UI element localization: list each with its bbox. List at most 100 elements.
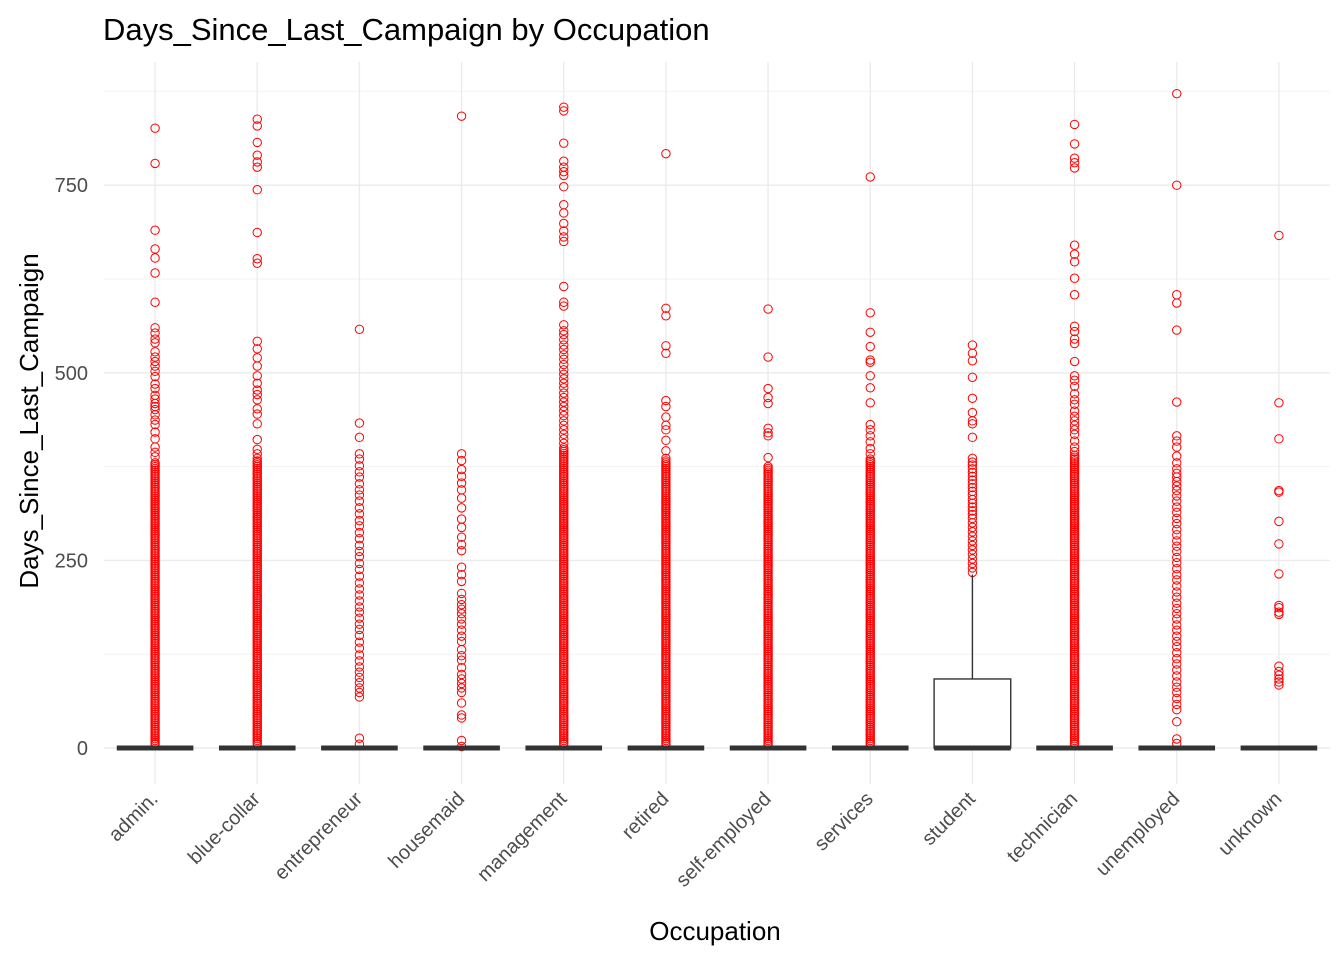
outlier-point [559, 156, 569, 166]
outlier-point [354, 607, 365, 617]
outlier-point [1274, 602, 1284, 613]
chart-title: Days_Since_Last_Campaign by Occupation [103, 12, 710, 47]
outlier-point [354, 503, 365, 513]
outlier-point [1172, 541, 1182, 551]
outlier-point [661, 425, 671, 435]
outlier-point [967, 457, 978, 467]
outlier-point [1172, 647, 1182, 658]
outlier-point [1069, 381, 1080, 392]
outlier-point [865, 383, 875, 393]
outlier-point [150, 419, 160, 430]
outlier-point [559, 443, 569, 453]
outlier-point [456, 594, 467, 605]
outlier-point [1069, 163, 1080, 173]
outlier-point [150, 338, 160, 348]
outlier-point [252, 456, 262, 466]
outlier-point [661, 401, 671, 412]
outlier-point [354, 619, 365, 629]
outlier-point [1069, 157, 1080, 168]
outlier-point [354, 324, 365, 334]
outlier-point [1274, 674, 1284, 684]
outlier-point [354, 672, 365, 683]
outlier-point [559, 350, 569, 360]
outlier-point [967, 531, 978, 542]
outlier-point [150, 323, 160, 333]
outlier-point [559, 138, 569, 148]
outlier-point [1172, 518, 1182, 529]
outlier-point [967, 356, 978, 366]
outlier-point [1172, 587, 1182, 597]
outlier-point [559, 406, 569, 416]
outlier-point [1274, 661, 1284, 671]
outlier-point [456, 545, 467, 556]
outlier-point [1172, 575, 1182, 585]
outlier-point [252, 449, 262, 459]
outlier-point [252, 121, 262, 131]
outlier-point [661, 446, 671, 456]
outlier-point [967, 563, 978, 573]
outlier-point [150, 123, 160, 133]
outlier-point [150, 352, 160, 362]
outlier-point [1274, 680, 1284, 690]
outlier-point [354, 678, 365, 688]
outlier-point [1172, 687, 1182, 698]
outlier-point [559, 102, 569, 112]
outlier-point [252, 434, 262, 445]
outlier-point [763, 398, 773, 409]
outlier-point [150, 404, 160, 415]
outlier-point [1069, 257, 1080, 267]
outlier-point [1274, 230, 1284, 241]
x-tick-label: services [810, 788, 877, 855]
outlier-point [354, 564, 365, 575]
outlier-point [865, 454, 875, 464]
outlier-point [456, 539, 467, 550]
outlier-point [661, 456, 671, 466]
outlier-point [559, 365, 569, 375]
outlier-point [967, 471, 978, 482]
outlier-point [967, 432, 978, 443]
outlier-point [252, 453, 262, 464]
outlier-point [354, 667, 365, 677]
outlier-point [763, 304, 773, 314]
outlier-point [661, 348, 671, 358]
outlier-point [1172, 502, 1182, 512]
x-tick-label: self-employed [672, 788, 776, 892]
outlier-point [1172, 581, 1182, 591]
outlier-point [1069, 273, 1080, 283]
outlier-point [967, 518, 978, 528]
outlier-point [865, 431, 875, 441]
outlier-point [150, 158, 160, 169]
outlier-point [150, 383, 160, 394]
outlier-point [1274, 398, 1284, 408]
outlier-point [150, 410, 160, 420]
outlier-point [150, 458, 160, 468]
outlier-point [1172, 682, 1182, 692]
outlier-point [559, 388, 569, 398]
outlier-point [1172, 88, 1182, 99]
outlier-point [354, 467, 365, 477]
x-tick-label: blue-collar [184, 788, 265, 869]
x-tick-label: technician [1003, 788, 1082, 867]
outlier-point [456, 455, 467, 466]
outlier-point [865, 172, 875, 182]
outlier-point [1172, 436, 1182, 446]
outlier-point [1172, 442, 1182, 452]
outlier-point [1274, 677, 1284, 687]
outlier-point [1069, 389, 1080, 399]
outlier-point [967, 527, 978, 537]
outlier-point [252, 371, 262, 381]
outlier-point [1172, 677, 1182, 687]
outlier-point [1172, 513, 1182, 524]
outlier-point [354, 533, 365, 544]
outlier-point [456, 478, 467, 488]
outlier-point [252, 389, 262, 400]
box-iqr [933, 678, 1012, 749]
outlier-point [967, 467, 978, 478]
outlier-point [252, 344, 262, 354]
outlier-point [1172, 569, 1182, 580]
outlier-point [559, 329, 569, 340]
outlier-point [1172, 481, 1182, 491]
x-tick-label: unemployed [1092, 788, 1185, 881]
outlier-point [967, 554, 978, 564]
outlier-point [559, 425, 569, 435]
